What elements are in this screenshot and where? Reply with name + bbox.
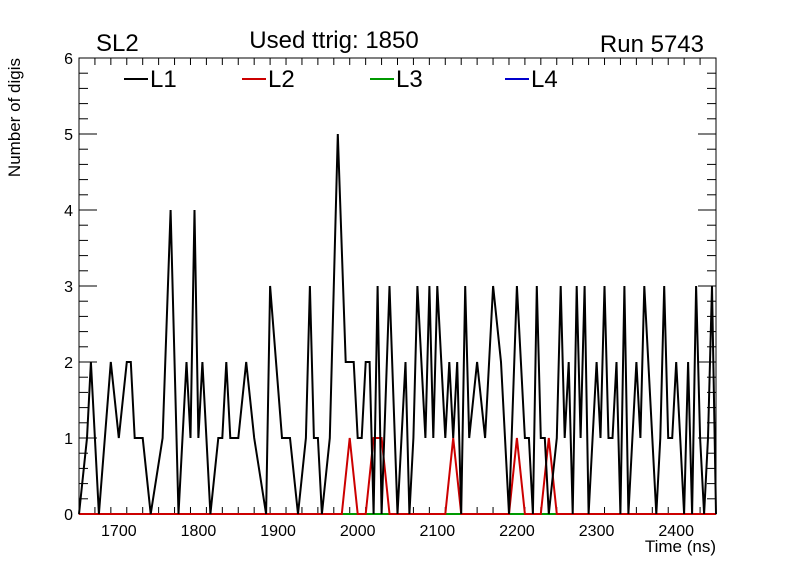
axis-tick-labels: 1700 1800 1900 2000 2100 2200 2300 2400 0 1 2 3 4 5 6 (64, 51, 694, 540)
series-layer (78, 133, 717, 515)
y-tick-label: 2 (64, 355, 73, 372)
x-axis-label: Time (ns) (645, 537, 716, 556)
y-axis-label: Number of digis (5, 58, 24, 177)
series-line-l1 (78, 133, 717, 515)
x-tick-label: 2300 (579, 523, 615, 540)
x-tick-label: 1700 (101, 523, 137, 540)
x-tick-label: 2100 (420, 523, 456, 540)
y-tick-label: 4 (64, 203, 73, 220)
y-tick-label: 6 (64, 51, 73, 68)
y-tick-label: 1 (64, 431, 73, 448)
x-tick-label: 1900 (260, 523, 296, 540)
legend: L1 L2 L3 L4 (124, 66, 558, 93)
y-tick-label: 5 (64, 127, 73, 144)
axis-ticks (78, 57, 717, 515)
legend-label-l4: L4 (531, 66, 558, 93)
legend-label-l1: L1 (150, 66, 177, 93)
x-tick-label: 2200 (499, 523, 535, 540)
legend-label-l2: L2 (268, 66, 295, 93)
x-tick-label: 2000 (340, 523, 376, 540)
chart-title: Used ttrig: 1850 (249, 27, 418, 54)
y-tick-label: 3 (64, 279, 73, 296)
legend-label-l3: L3 (396, 66, 423, 93)
superlayer-label: SL2 (96, 30, 139, 57)
x-tick-label: 1800 (181, 523, 217, 540)
x-tick-label: 2400 (658, 523, 694, 540)
run-label: Run 5743 (600, 31, 704, 58)
y-tick-label: 0 (64, 507, 73, 524)
plot-frame (78, 57, 717, 515)
